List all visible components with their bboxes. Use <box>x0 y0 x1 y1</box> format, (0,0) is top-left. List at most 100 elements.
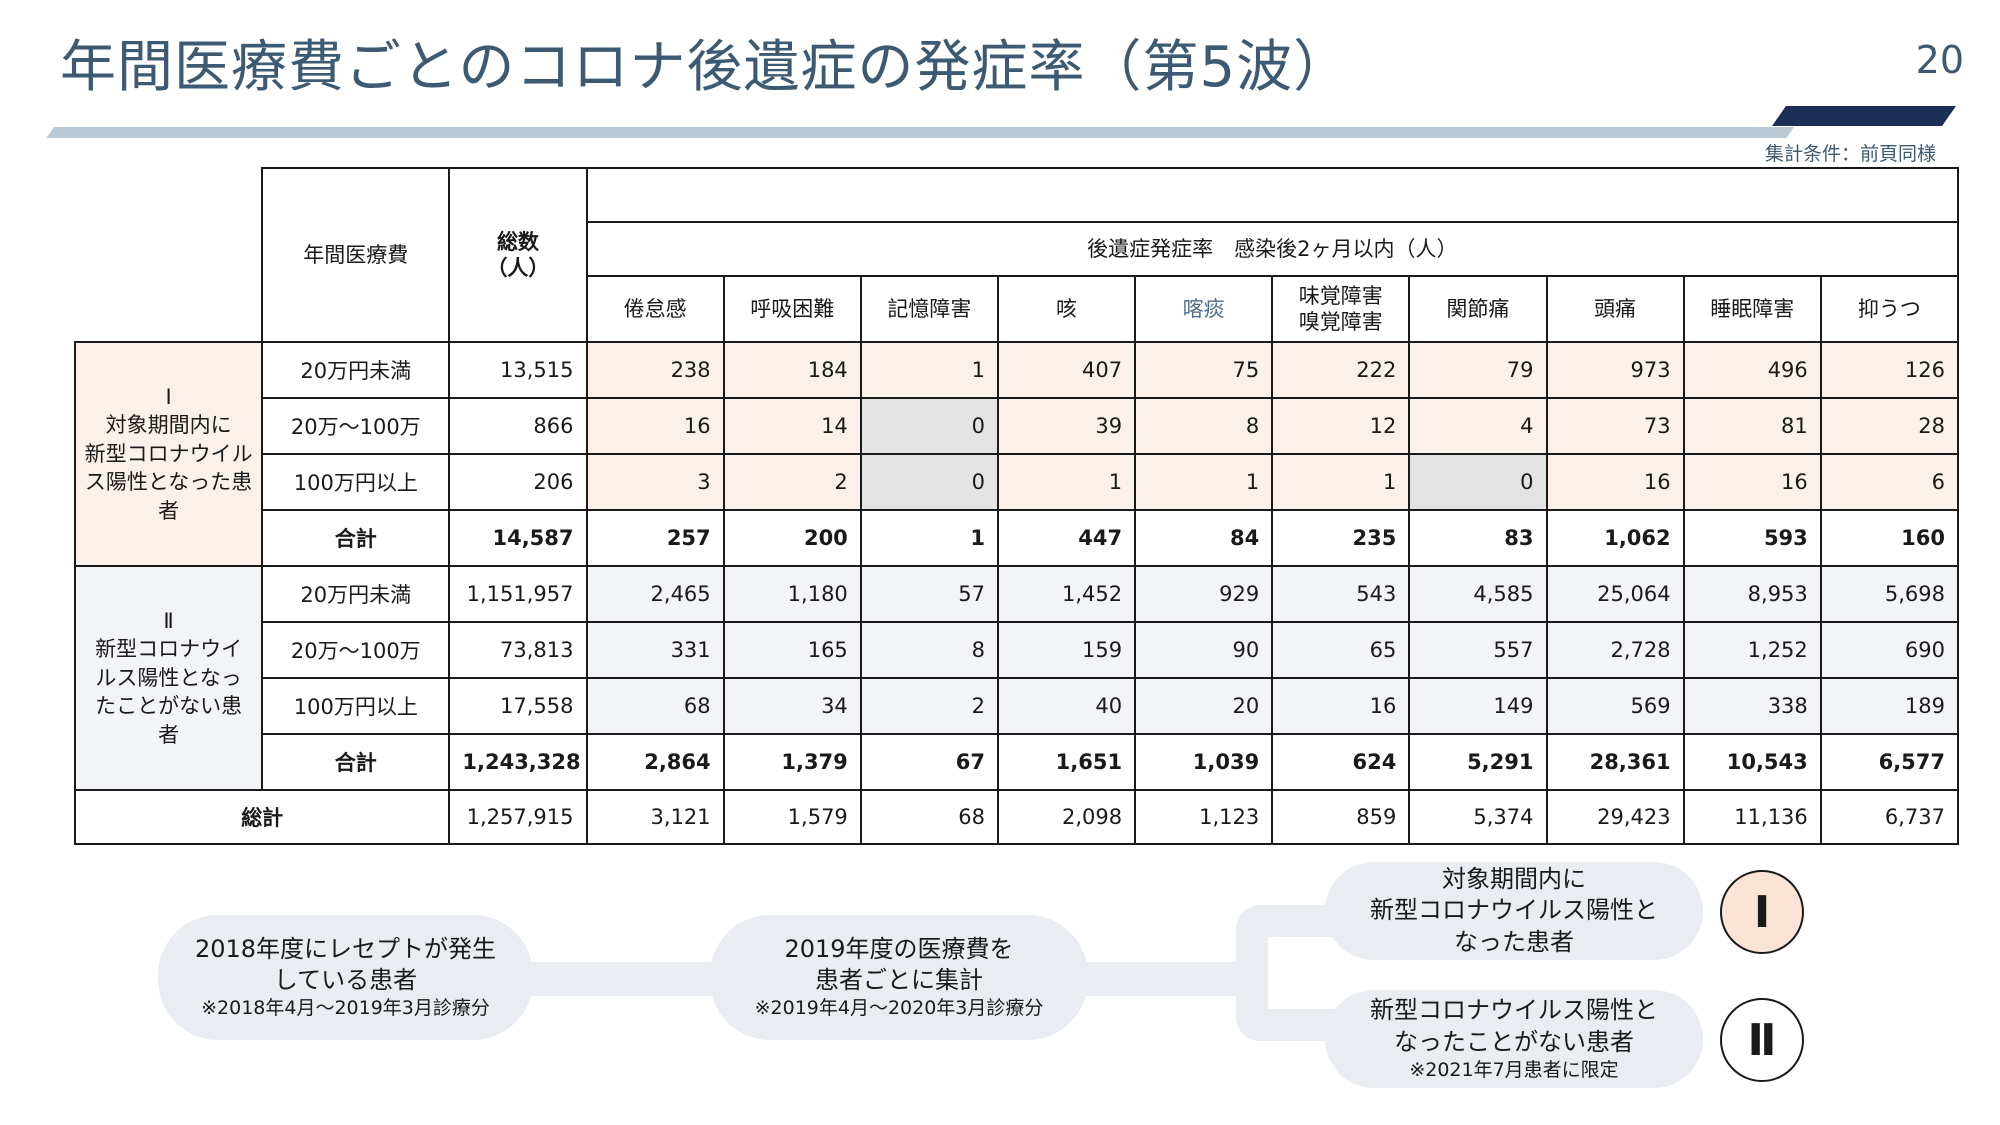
subtotal-row: 合計 14,587 257 200 1 447 84 235 83 1,062 593 160 <box>75 509 1960 567</box>
symptom-count: 1 <box>1271 453 1411 511</box>
flow-branch-negative-text: 新型コロナウイルス陽性と なったことがない患者 <box>1370 996 1658 1056</box>
symptom-count: 1,379 <box>722 733 862 791</box>
flow-step-costs-text: 2019年度の医療費を 患者ごとに集計 <box>784 934 1014 995</box>
symptom-count: 1 <box>859 341 999 399</box>
symptom-count: 1 <box>859 509 999 567</box>
cost-band: 合計 <box>261 509 451 567</box>
symptom-count: 149 <box>1408 677 1548 735</box>
symptom-count: 929 <box>1134 565 1274 623</box>
total-count: 13,515 <box>448 341 588 399</box>
header-symptom: 記憶障害 <box>859 275 999 343</box>
table-row: 100万円以上 17,558 68 34 2 40 20 16 149 569 338 189 <box>75 677 1960 735</box>
symptom-count: 40 <box>996 677 1137 735</box>
symptom-count: 68 <box>585 677 725 735</box>
symptom-count: 159 <box>996 621 1137 679</box>
symptom-count: 126 <box>1819 341 1960 399</box>
symptom-count: 81 <box>1682 397 1822 455</box>
symptom-count: 189 <box>1819 677 1960 735</box>
symptom-count: 624 <box>1271 733 1411 791</box>
symptom-count: 0 <box>1408 453 1548 511</box>
symptom-count: 200 <box>722 509 862 567</box>
symptom-count: 2 <box>859 677 999 735</box>
header-cost: 年間医療費 <box>261 167 451 343</box>
flow-step-costs: 2019年度の医療費を 患者ごとに集計 ※2019年4月～2020年3月診療分 <box>710 915 1088 1040</box>
symptom-count: 8 <box>1134 397 1274 455</box>
symptom-count: 235 <box>1271 509 1411 567</box>
grand-total-value: 3,121 <box>585 789 725 845</box>
total-count: 866 <box>448 397 588 455</box>
symptom-count: 8,953 <box>1682 565 1822 623</box>
symptom-count: 557 <box>1408 621 1548 679</box>
symptom-count: 331 <box>585 621 725 679</box>
symptom-count: 90 <box>1134 621 1274 679</box>
cost-band: 100万円以上 <box>261 677 451 735</box>
symptom-count: 79 <box>1408 341 1548 399</box>
header-symptom: 呼吸困難 <box>722 275 862 343</box>
symptom-count: 165 <box>722 621 862 679</box>
badge-group-2: Ⅱ <box>1720 998 1804 1082</box>
symptom-count: 57 <box>859 565 999 623</box>
symptom-count: 496 <box>1682 341 1822 399</box>
symptom-count: 16 <box>1271 677 1411 735</box>
header-symptom-group: 後遺症発症率 感染後2ヶ月以内（人） <box>585 221 1960 277</box>
badge-group-1: Ⅰ <box>1720 870 1804 954</box>
symptom-count: 28,361 <box>1545 733 1685 791</box>
symptom-count: 973 <box>1545 341 1685 399</box>
page-title: 年間医療費ごとのコロナ後遺症の発症率（第5波） <box>60 35 1351 100</box>
header-symptom: 咳 <box>996 275 1137 343</box>
flow-step-receipts: 2018年度にレセプトが発生 している患者 ※2018年4月～2019年3月診療… <box>158 915 533 1040</box>
symptom-count: 1 <box>996 453 1137 511</box>
symptom-count: 4 <box>1408 397 1548 455</box>
symptom-count: 1,252 <box>1682 621 1822 679</box>
flow-step-costs-note: ※2019年4月～2020年3月診療分 <box>754 997 1044 1020</box>
cost-band: 100万円以上 <box>261 453 451 511</box>
header-symptom: 倦怠感 <box>585 275 725 343</box>
symptom-count: 6,577 <box>1819 733 1960 791</box>
section-label: Ⅰ 対象期間内に 新型コロナウイル ス陽性となった患 者 <box>73 341 264 567</box>
cost-band: 20万円未満 <box>261 565 451 623</box>
title-accent-bar <box>1771 106 1956 126</box>
subtotal-row: 合計 1,243,328 2,864 1,379 67 1,651 1,039 624 5,29… <box>75 733 1960 791</box>
total-count: 206 <box>448 453 588 511</box>
header-symptom: 喀痰 <box>1134 275 1274 343</box>
symptom-count: 16 <box>1682 453 1822 511</box>
table-row: 20万～100万 73,813 331 165 8 159 90 65 557 2,728 1,25… <box>75 621 1960 679</box>
symptom-count: 28 <box>1819 397 1960 455</box>
title-underline <box>46 127 1794 138</box>
grand-total-value: 2,098 <box>996 789 1137 845</box>
header-symptom: 関節痛 <box>1408 275 1548 343</box>
symptom-count: 3 <box>585 453 725 511</box>
symptom-count: 16 <box>585 397 725 455</box>
symptom-count: 2,465 <box>585 565 725 623</box>
symptom-count: 238 <box>585 341 725 399</box>
symptom-count: 67 <box>859 733 999 791</box>
symptom-count: 10,543 <box>1682 733 1822 791</box>
cost-band: 合計 <box>261 733 451 791</box>
cost-band: 20万円未満 <box>261 341 451 399</box>
page-number: 20 <box>1915 38 1964 82</box>
symptom-count: 12 <box>1271 397 1411 455</box>
symptom-count: 1 <box>1134 453 1274 511</box>
symptom-count: 20 <box>1134 677 1274 735</box>
grand-total-value: 29,423 <box>1545 789 1685 845</box>
grand-total-count: 1,257,915 <box>448 789 588 845</box>
symptom-count: 39 <box>996 397 1137 455</box>
table-row: 100万円以上 206 3 2 0 1 1 1 0 16 16 6 <box>75 453 1960 511</box>
flow-branch-positive: 対象期間内に 新型コロナウイルス陽性と なった患者 <box>1325 862 1703 960</box>
grand-total-value: 6,737 <box>1819 789 1960 845</box>
header-symptom: 頭痛 <box>1545 275 1685 343</box>
symptom-count: 73 <box>1545 397 1685 455</box>
symptom-count: 0 <box>859 453 999 511</box>
symptom-count: 34 <box>722 677 862 735</box>
flow-step-receipts-note: ※2018年4月～2019年3月診療分 <box>201 997 490 1020</box>
grand-total-value: 68 <box>859 789 999 845</box>
header-symptom: 抑うつ <box>1819 275 1960 343</box>
symptom-count: 5,291 <box>1408 733 1548 791</box>
symptom-count: 75 <box>1134 341 1274 399</box>
flow-step-receipts-text: 2018年度にレセプトが発生 している患者 <box>194 934 497 995</box>
symptom-count: 2,728 <box>1545 621 1685 679</box>
grand-total-label: 総計 <box>73 789 451 845</box>
symptom-count: 8 <box>859 621 999 679</box>
symptom-count: 16 <box>1545 453 1685 511</box>
symptom-count: 1,651 <box>996 733 1137 791</box>
